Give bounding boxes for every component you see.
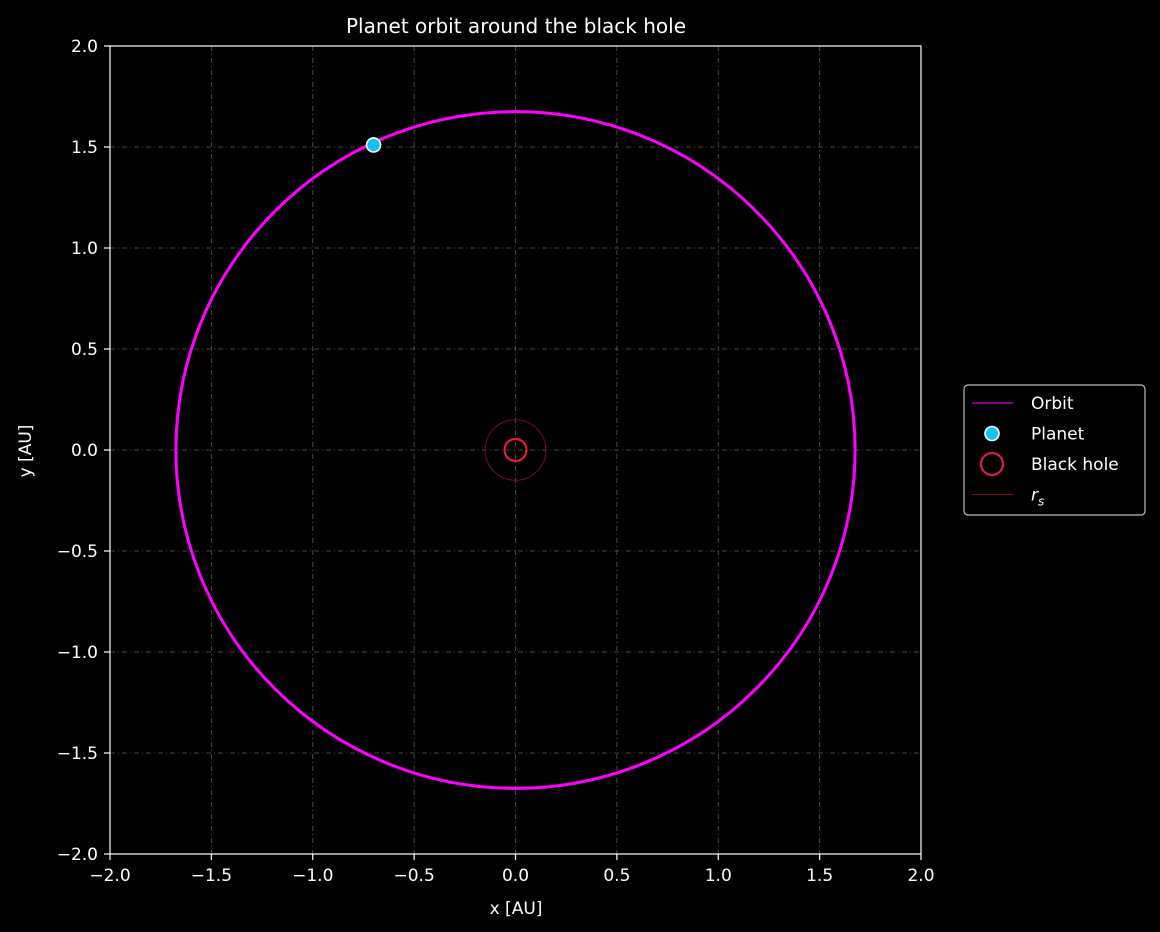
y-tick-label: 0.0 [71,441,98,461]
legend-dot-swatch [984,425,1000,442]
x-axis-ticks: −2.0 −1.5 −1.0 −0.5 0.0 0.5 1.0 1.5 2.0 [89,854,935,886]
chart-title: Planet orbit around the black hole [346,14,686,38]
x-tick-label: 2.0 [907,866,934,886]
schwarzschild-radius-circle [484,419,547,481]
x-tick-label: −2.0 [89,866,130,886]
legend: Orbit Planet Black hole rs [963,384,1146,516]
orbit-path [174,110,857,790]
x-tick-label: −0.5 [393,866,434,886]
x-tick-label: 0.0 [502,866,529,886]
legend-ring-swatch [979,451,1005,477]
y-tick-label: −1.5 [57,744,98,764]
legend-entry: rs [972,486,1044,509]
y-tick-label: −0.5 [57,542,98,562]
black-hole-marker [503,437,528,463]
y-tick-label: 2.0 [71,37,98,57]
legend-box [963,384,1146,516]
legend-label: Orbit [1031,394,1074,414]
legend-entry: Planet [984,425,1085,445]
y-tick-label: −1.0 [57,643,98,663]
y-tick-label: 1.5 [71,138,98,158]
x-tick-label: −1.0 [292,866,333,886]
x-axis-label: x [AU] [490,899,543,919]
y-axis-label: y [AU] [16,425,36,478]
legend-label: Planet [1031,425,1085,445]
x-tick-label: 1.0 [705,866,732,886]
x-tick-label: 0.5 [603,866,630,886]
legend-entry: Orbit [972,394,1074,414]
y-tick-label: −2.0 [57,845,98,865]
y-tick-label: 1.0 [71,239,98,259]
planet-marker [365,137,382,153]
y-axis-ticks: −2.0 −1.5 −1.0 −0.5 0.0 0.5 1.0 1.5 2.0 [57,37,110,865]
y-tick-label: 0.5 [71,340,98,360]
chart-marks [174,110,857,790]
x-tick-label: 1.5 [806,866,833,886]
grid [109,45,922,855]
legend-entry: Black hole [979,451,1119,477]
plot-area: −2.0 −1.5 −1.0 −0.5 0.0 0.5 1.0 1.5 2.0 −2.0 −1.5… [57,37,935,886]
legend-label: Black hole [1031,455,1119,475]
x-tick-label: −1.5 [191,866,232,886]
legend-label: rs [1031,486,1044,509]
